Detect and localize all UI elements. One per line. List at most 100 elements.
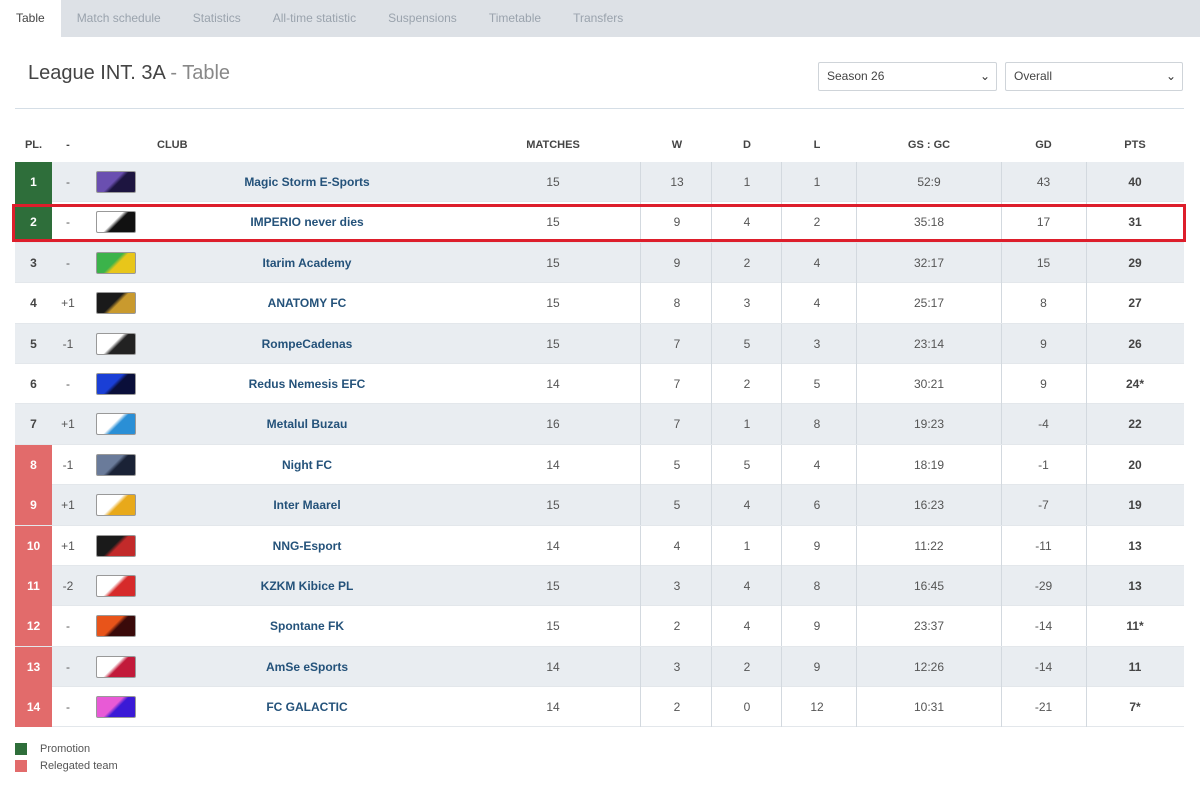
tab-timetable[interactable]: Timetable xyxy=(488,11,542,25)
row-club-name[interactable]: NNG-Esport xyxy=(272,538,342,553)
club-logo[interactable] xyxy=(96,655,136,678)
row-goals: 30:21 xyxy=(913,376,945,391)
row-position: 4 xyxy=(30,296,37,311)
club-logo[interactable] xyxy=(96,453,136,476)
club-logo[interactable] xyxy=(96,372,136,395)
table-row[interactable]: 10 +1 NNG-Esport 14 4 1 9 11:22 -11 13 xyxy=(15,525,1184,566)
tab-statistics[interactable]: Statistics xyxy=(192,11,241,25)
column-separator xyxy=(1086,202,1087,243)
row-club-name[interactable]: Metalul Buzau xyxy=(266,417,348,432)
column-separator xyxy=(640,162,641,202)
row-club-name[interactable]: AmSe eSports xyxy=(265,659,349,674)
row-losses: 9 xyxy=(813,538,821,553)
row-club-name[interactable]: Itarim Academy xyxy=(262,255,352,270)
table-row[interactable]: 8 -1 Night FC 14 5 5 4 18:19 -1 20 xyxy=(15,444,1184,486)
column-separator xyxy=(711,202,712,243)
table-row[interactable]: 14- FC GALACTIC 14 2 0 12 10:31 -21 7* xyxy=(15,687,1184,728)
row-position: 14 xyxy=(15,687,52,728)
row-position: 3 xyxy=(30,255,37,270)
row-goals: 19:23 xyxy=(913,417,945,432)
table-row[interactable]: 5 -1 RompeCadenas 15 7 5 3 23:14 9 26 xyxy=(15,323,1184,364)
row-wins: 2 xyxy=(673,619,681,634)
row-losses: 4 xyxy=(813,255,821,270)
row-club-name[interactable]: FC GALACTIC xyxy=(266,700,348,715)
club-logo[interactable] xyxy=(96,413,136,436)
row-wins: 8 xyxy=(673,296,681,311)
club-logo[interactable] xyxy=(96,171,136,193)
club-logo[interactable] xyxy=(96,696,136,719)
table-row[interactable]: 2- IMPERIO never dies 15 9 4 2 35:18 17 31 xyxy=(15,202,1184,243)
col-draws[interactable]: D xyxy=(743,139,751,151)
row-goal-difference: 8 xyxy=(1040,296,1047,311)
club-logo[interactable] xyxy=(96,251,136,274)
row-club-name[interactable]: IMPERIO never dies xyxy=(250,215,364,230)
row-club-name[interactable]: KZKM Kibice PL xyxy=(260,578,354,593)
table-row[interactable]: 9 +1 Inter Maarel 15 5 4 6 16:23 -7 19 xyxy=(15,485,1184,526)
row-goals: 18:19 xyxy=(913,457,945,472)
row-points: 19 xyxy=(1128,498,1142,513)
club-logo[interactable] xyxy=(96,211,136,234)
col-change: - xyxy=(66,139,70,151)
row-club-name[interactable]: Spontane FK xyxy=(270,619,344,634)
row-club-name[interactable]: ANATOMY FC xyxy=(267,296,347,311)
club-logo[interactable] xyxy=(96,332,136,355)
scope-select[interactable]: Overall ⌄ xyxy=(1005,62,1183,91)
column-separator xyxy=(781,687,782,728)
row-points: 13 xyxy=(1128,538,1142,553)
tab-suspensions[interactable]: Suspensions xyxy=(388,11,457,25)
column-separator xyxy=(1001,687,1002,728)
tab-table[interactable]: Table xyxy=(0,0,61,37)
column-separator xyxy=(856,444,857,485)
col-losses[interactable]: L xyxy=(813,139,821,151)
column-separator xyxy=(1086,525,1087,566)
row-goal-difference: 9 xyxy=(1040,336,1047,351)
column-separator xyxy=(1086,363,1087,404)
row-wins: 7 xyxy=(673,417,681,432)
row-wins: 13 xyxy=(670,175,684,189)
row-losses: 9 xyxy=(813,619,821,634)
row-club-name[interactable]: RompeCadenas xyxy=(261,336,353,351)
club-logo[interactable] xyxy=(96,574,136,597)
table-row[interactable]: 1- Magic Storm E-Sports 15 13 1 1 52:9 43 40 xyxy=(15,162,1184,203)
row-club-name[interactable]: Inter Maarel xyxy=(273,498,341,513)
row-goals: 10:31 xyxy=(913,700,945,715)
row-goal-difference: 43 xyxy=(1036,175,1051,189)
row-points: 11* xyxy=(1126,619,1144,634)
col-goals[interactable]: GS : GC xyxy=(907,139,951,151)
table-row[interactable]: 12- Spontane FK 15 2 4 9 23:37 -14 11* xyxy=(15,606,1184,647)
row-points: 27 xyxy=(1128,296,1142,311)
table-row[interactable]: 7 +1 Metalul Buzau 16 7 1 8 19:23 -4 22 xyxy=(15,404,1184,445)
season-select[interactable]: Season 26 ⌄ xyxy=(818,62,997,91)
club-logo[interactable] xyxy=(96,534,136,557)
table-row[interactable]: 13- AmSe eSports 14 3 2 9 12:26 -14 11 xyxy=(15,646,1184,688)
row-goals: 25:17 xyxy=(913,296,945,311)
row-club-name[interactable]: Magic Storm E-Sports xyxy=(244,175,370,189)
column-separator xyxy=(640,242,641,283)
col-points[interactable]: PTS xyxy=(1124,139,1146,151)
col-matches[interactable]: MATCHES xyxy=(526,139,580,151)
col-position[interactable]: PL. xyxy=(24,139,43,151)
table-row[interactable]: 3 - Itarim Academy 15 9 2 4 32:17 15 29 xyxy=(15,242,1184,284)
table-row[interactable]: 4 +1 ANATOMY FC 15 8 3 4 25:17 8 27 xyxy=(15,283,1184,324)
column-separator xyxy=(640,202,641,243)
col-club[interactable]: CLUB xyxy=(157,139,188,151)
row-club-name[interactable]: Night FC xyxy=(282,457,332,472)
club-logo[interactable] xyxy=(96,292,136,315)
club-logo[interactable] xyxy=(96,615,136,638)
tab-match-schedule[interactable]: Match schedule xyxy=(76,11,161,25)
col-goal-difference[interactable]: GD xyxy=(1035,139,1052,151)
row-club-name[interactable]: Redus Nemesis EFC xyxy=(248,376,366,391)
table-row[interactable]: 11 -2 KZKM Kibice PL 15 3 4 8 16:45 -29 13 xyxy=(15,565,1184,607)
column-separator xyxy=(1001,242,1002,283)
row-position: 2 xyxy=(15,202,52,243)
row-draws: 1 xyxy=(743,417,751,432)
club-logo[interactable] xyxy=(96,494,136,517)
tab-all-time-statistic[interactable]: All-time statistic xyxy=(272,11,357,25)
standings-table-body: 1- Magic Storm E-Sports 15 13 1 1 52:9 43 40 2- IM… xyxy=(15,162,1184,728)
row-change: - xyxy=(66,376,70,391)
tab-transfers[interactable]: Transfers xyxy=(573,11,624,25)
column-separator xyxy=(781,283,782,324)
col-wins[interactable]: W xyxy=(671,139,683,151)
row-goal-difference: -7 xyxy=(1038,498,1049,513)
table-row[interactable]: 6 - Redus Nemesis EFC 14 7 2 5 30:21 9 24* xyxy=(15,363,1184,405)
